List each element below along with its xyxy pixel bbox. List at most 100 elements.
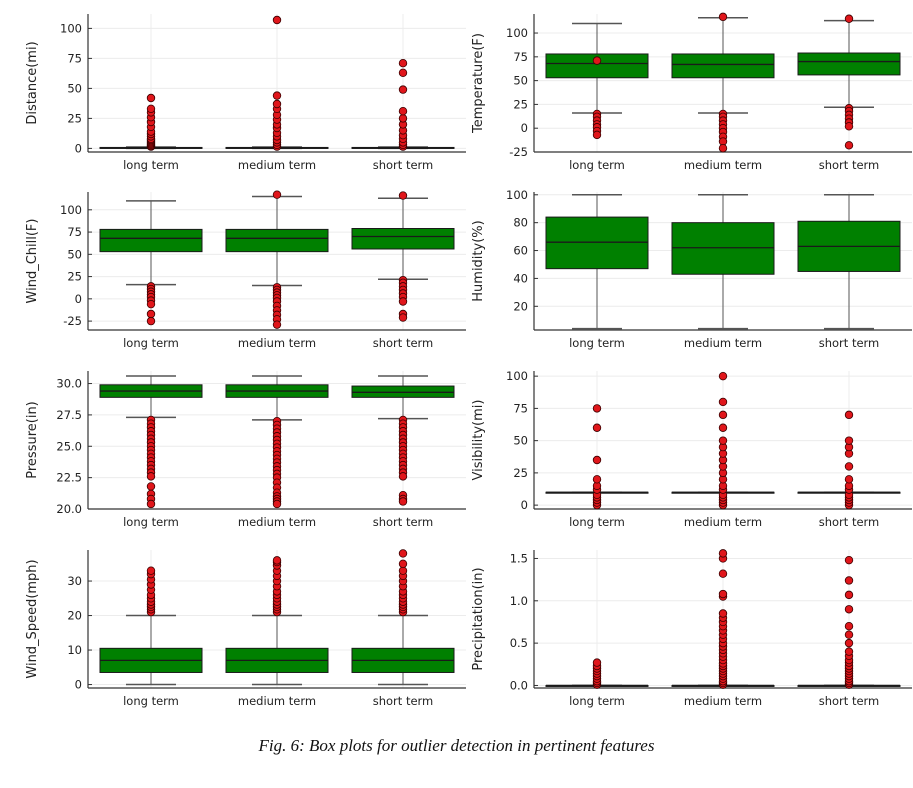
outlier-point: [272, 556, 282, 565]
box: [671, 53, 775, 79]
x-tick-label: short term: [819, 158, 880, 172]
outlier-point: [844, 462, 854, 471]
outlier-point: [844, 555, 854, 565]
outlier-point: [592, 423, 602, 432]
outlier-point: [272, 99, 282, 109]
outlier-point: [398, 472, 408, 481]
chart-panel: 0.0 0.5 1.0 1.5 Precipitation(in) long term me…: [471, 549, 912, 708]
x-tick-label: short term: [373, 694, 434, 708]
outlier-point: [718, 549, 728, 558]
y-axis-label: Wind_Chill(F): [25, 219, 40, 304]
outlier-point: [718, 143, 728, 153]
y-tick-label: 100: [506, 369, 528, 383]
box: [351, 228, 455, 250]
y-tick-label: 60: [513, 244, 528, 258]
outlier-point: [718, 12, 728, 22]
box: [225, 228, 329, 253]
outlier-point: [718, 436, 728, 445]
y-tick-label: -25: [63, 314, 82, 328]
x-tick-label: short term: [819, 515, 880, 529]
outlier-point: [398, 566, 408, 575]
outlier-point: [592, 475, 602, 484]
x-tick-label: long term: [569, 158, 625, 172]
y-tick-label: 100: [60, 21, 82, 35]
outlier-point: [398, 549, 408, 558]
outlier-point: [398, 497, 408, 506]
y-tick-label: 20.0: [56, 502, 82, 516]
y-axis-label: Distance(mi): [25, 41, 40, 124]
outlier-point: [844, 410, 854, 420]
x-tick-label: medium term: [684, 336, 762, 350]
outlier-point: [844, 647, 854, 656]
outlier-point: [272, 91, 282, 100]
outlier-point: [844, 590, 854, 600]
outlier-point: [398, 114, 408, 123]
outlier-point: [844, 638, 854, 648]
box: [671, 222, 775, 275]
y-tick-label: 40: [513, 271, 528, 285]
x-tick-label: short term: [373, 515, 434, 529]
outlier-point: [146, 309, 156, 319]
outlier-point: [844, 141, 854, 150]
outlier-point: [592, 130, 602, 140]
outlier-point: [718, 397, 728, 407]
outlier-point: [592, 404, 602, 413]
chart-panel: 0 10 20 30 Wind_Speed(mph)long term medium te…: [25, 549, 466, 708]
y-tick-label: 27.5: [56, 408, 82, 422]
x-tick-label: medium term: [238, 694, 316, 708]
y-tick-label: 25: [513, 97, 528, 111]
outlier-point: [146, 499, 156, 509]
y-tick-label: 25: [67, 111, 82, 125]
x-tick-label: medium term: [684, 515, 762, 529]
outlier-point: [398, 68, 408, 77]
x-tick-label: short term: [819, 694, 880, 708]
x-tick-label: medium term: [238, 515, 316, 529]
outlier-point: [718, 569, 728, 578]
outlier-point: [146, 299, 156, 309]
chart-panel: 20 40 60 80 100 Humidity(%) long term medium te…: [471, 188, 912, 350]
y-tick-label: 25.0: [56, 439, 82, 453]
outlier-point: [398, 59, 408, 68]
x-tick-label: long term: [123, 515, 179, 529]
y-axis-label: Precipitation(in): [471, 567, 486, 670]
y-tick-label: 30: [67, 574, 82, 588]
y-axis-label: Temperature(F): [471, 33, 486, 134]
outlier-point: [272, 15, 282, 25]
outlier-point: [718, 423, 728, 432]
chart-panel: 0 25 50 75 100 Distance(mi) long term medium te…: [25, 14, 466, 172]
x-tick-label: medium term: [238, 158, 316, 172]
x-tick-label: long term: [569, 515, 625, 529]
outlier-point: [718, 371, 728, 381]
outlier-point: [398, 313, 408, 322]
outlier-point: [146, 482, 156, 491]
x-tick-label: medium term: [684, 694, 762, 708]
outlier-point: [718, 609, 728, 618]
y-tick-label: 80: [513, 216, 528, 230]
y-axis-label: Wind_Speed(mph): [25, 559, 40, 678]
y-tick-label: 30.0: [56, 377, 82, 391]
outlier-point: [146, 104, 156, 113]
box: [545, 53, 649, 79]
x-tick-label: long term: [123, 336, 179, 350]
outlier-point: [844, 122, 854, 131]
outlier-point: [272, 320, 282, 329]
y-tick-label: 22.5: [56, 471, 82, 485]
x-tick-label: long term: [123, 694, 179, 708]
y-tick-label: 0.5: [510, 636, 528, 650]
figure-caption: Fig. 6: Box plots for outlier detection …: [258, 736, 655, 755]
y-tick-label: 1.0: [510, 594, 528, 608]
y-tick-label: 75: [67, 51, 82, 65]
x-tick-label: long term: [569, 336, 625, 350]
y-tick-label: 0: [75, 141, 82, 155]
x-tick-label: long term: [123, 158, 179, 172]
outlier-point: [844, 436, 854, 445]
y-tick-label: 0: [75, 292, 82, 306]
outlier-point: [844, 605, 854, 614]
y-tick-label: 100: [506, 188, 528, 202]
box: [99, 228, 203, 253]
box: [797, 52, 901, 76]
x-tick-label: short term: [373, 158, 434, 172]
y-tick-label: 25: [513, 466, 528, 480]
outlier-point: [592, 56, 602, 65]
